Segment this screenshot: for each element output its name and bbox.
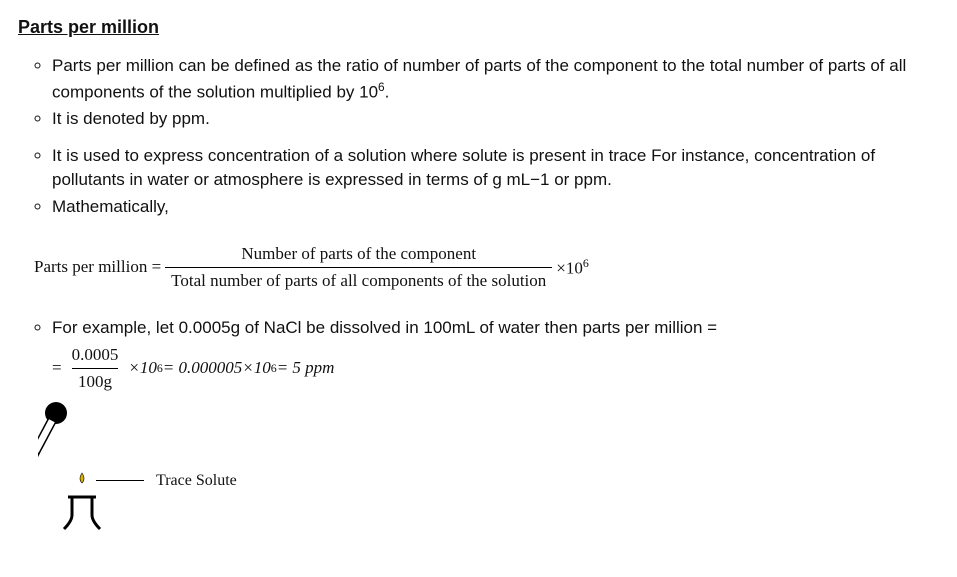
- example-mid2: = 0.000005×10: [163, 356, 271, 381]
- formula-lhs: Parts per million =: [34, 255, 161, 280]
- bullet-definition-exp: 6: [378, 80, 385, 94]
- example-calculation: = 0.0005 100g ×106 = 0.000005×106 = 5 pp…: [52, 343, 939, 395]
- bullet-list-1: Parts per million can be defined as the …: [18, 54, 939, 132]
- diagram-leader-line: [96, 480, 144, 481]
- bullet-definition-post: .: [385, 82, 390, 101]
- diagram-trace-solute: Trace Solute: [38, 401, 939, 531]
- formula-ppm: Parts per million = Number of parts of t…: [34, 242, 939, 294]
- example-mid3: = 5: [277, 356, 301, 381]
- bullet-list-3: For example, let 0.0005g of NaCl be diss…: [18, 316, 939, 341]
- formula-numerator: Number of parts of the component: [235, 242, 482, 268]
- bullet-denoted: It is denoted by ppm.: [52, 107, 939, 132]
- bullet-usage: It is used to express concentration of a…: [52, 144, 939, 193]
- diagram-label-group: Trace Solute: [96, 469, 237, 492]
- bullet-math-intro: Mathematically,: [52, 195, 939, 220]
- example-frac-den: 100g: [72, 368, 118, 395]
- dropper-icon: [38, 401, 118, 531]
- bullet-example: For example, let 0.0005g of NaCl be diss…: [52, 316, 939, 341]
- page-title: Parts per million: [18, 14, 939, 40]
- example-mid1: ×10: [128, 356, 156, 381]
- bullet-list-2: It is used to express concentration of a…: [18, 144, 939, 220]
- formula-times: ×10: [556, 258, 583, 277]
- formula-exp: 6: [583, 256, 589, 270]
- example-eq-pre: =: [52, 356, 62, 381]
- example-fraction: 0.0005 100g: [66, 343, 125, 395]
- bullet-definition: Parts per million can be defined as the …: [52, 54, 939, 105]
- formula-rhs: ×106: [556, 255, 589, 281]
- formula-fraction: Number of parts of the component Total n…: [165, 242, 552, 294]
- bullet-definition-pre: Parts per million can be defined as the …: [52, 56, 906, 101]
- example-ppm: ppm: [305, 356, 334, 381]
- example-frac-num: 0.0005: [66, 343, 125, 369]
- formula-denominator: Total number of parts of all components …: [165, 267, 552, 294]
- diagram-label: Trace Solute: [156, 469, 237, 492]
